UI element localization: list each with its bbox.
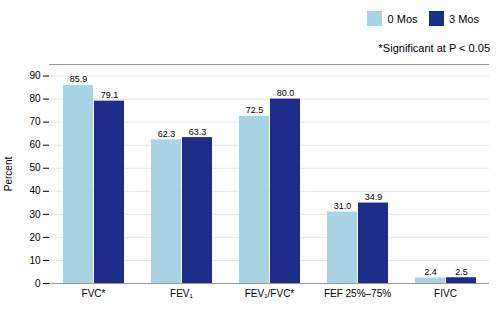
svg-text:90: 90 (29, 70, 41, 81)
svg-text:30: 30 (29, 208, 41, 219)
svg-text:FEV₁/FVC*: FEV₁/FVC* (245, 287, 295, 298)
svg-text:FIVC: FIVC (434, 287, 457, 298)
svg-text:Percent: Percent (3, 156, 14, 191)
html-text:0 Mos: 0 Mos (387, 12, 418, 25)
svg-text:79.1: 79.1 (101, 90, 119, 100)
svg-text:72.5: 72.5 (246, 105, 264, 115)
svg-text:FVC*: FVC* (82, 287, 106, 298)
svg-text:FEV₁: FEV₁ (170, 287, 193, 298)
svg-text:40: 40 (29, 185, 41, 196)
html-text:3 Mos: 3 Mos (449, 12, 479, 25)
svg-text:FEF 25%–75%: FEF 25%–75% (324, 287, 391, 298)
svg-text:80: 80 (29, 93, 41, 104)
html-text:*Significant at P < 0.05: *Significant at P < 0.05 (378, 41, 490, 54)
svg-text:70: 70 (29, 116, 41, 127)
svg-text:50: 50 (29, 162, 41, 173)
svg-text:60: 60 (29, 139, 41, 150)
svg-text:2.4: 2.4 (424, 266, 437, 276)
svg-text:62.3: 62.3 (158, 128, 176, 138)
svg-text:34.9: 34.9 (365, 192, 383, 202)
svg-text:20: 20 (29, 231, 41, 242)
svg-text:85.9: 85.9 (70, 74, 88, 84)
svg-text:0: 0 (35, 277, 41, 288)
svg-text:2.5: 2.5 (455, 266, 468, 276)
svg-text:63.3: 63.3 (189, 126, 207, 136)
svg-text:31.0: 31.0 (334, 201, 352, 211)
svg-text:10: 10 (29, 254, 41, 265)
svg-text:80.0: 80.0 (277, 88, 295, 98)
